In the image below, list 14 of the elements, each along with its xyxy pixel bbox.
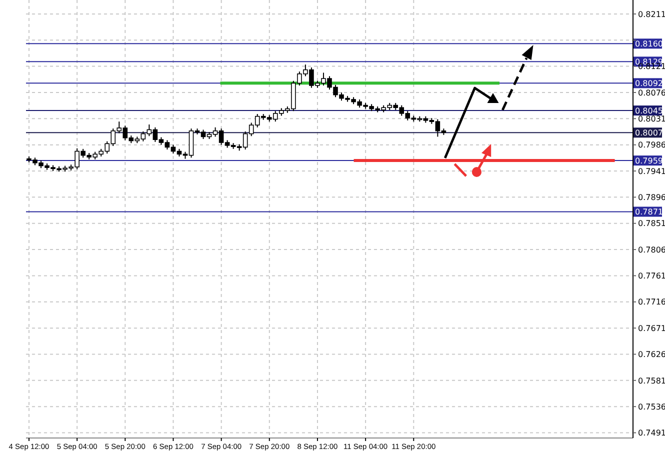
y-tick-label: 0.7581 [638,376,665,386]
ref-line-label: 0.8007 [635,128,663,138]
ref-line-label: 0.8092 [635,79,663,88]
y-tick-label: 0.7671 [638,324,665,333]
ref-line-label: 0.8045 [635,106,663,116]
y-tick-label: 0.8211 [638,10,665,19]
y-tick-label: 0.8031 [638,114,665,124]
y-tick-label: 0.7491 [638,428,665,438]
y-tick-label: 0.7851 [638,219,665,228]
y-tick-label: 0.7761 [638,272,665,281]
ref-line-label: 0.8160 [635,40,663,49]
y-tick-label: 0.7941 [638,166,665,176]
ref-line-label: 0.7959 [635,156,663,166]
ref-line-label: 0.7871 [635,208,663,217]
